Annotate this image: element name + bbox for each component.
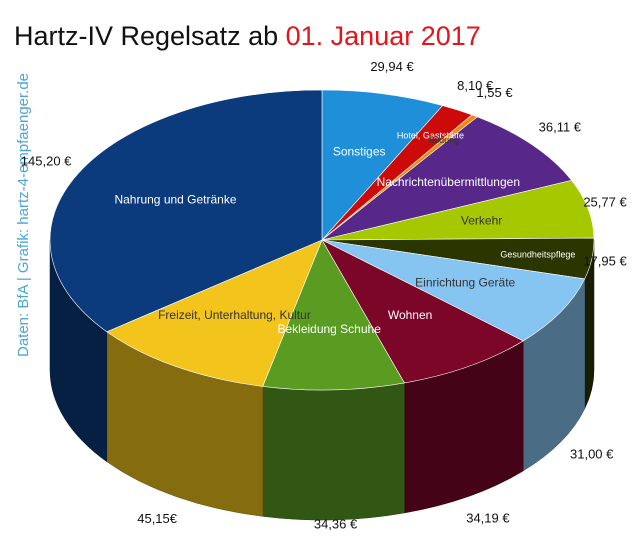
slice-side xyxy=(262,382,405,521)
value-label: 8,10 € xyxy=(457,78,494,93)
title-main: Hartz-IV Regelsatz ab xyxy=(14,21,278,51)
pie-tops xyxy=(49,89,595,391)
category-label: Verkehr xyxy=(461,213,502,227)
category-label: Gesundheitspflege xyxy=(500,249,575,259)
category-label: Wohnen xyxy=(388,308,432,322)
category-label: Nahrung und Getränke xyxy=(114,193,236,207)
chart-title: Hartz-IV Regelsatz ab 01. Januar 2017 xyxy=(14,21,481,51)
category-label: Bildung xyxy=(429,135,459,145)
value-label: 29,94 € xyxy=(370,59,414,74)
value-label: 34,19 € xyxy=(466,510,510,525)
pie-slice xyxy=(262,239,405,391)
value-label: 25,77 € xyxy=(583,194,627,209)
value-label: 34,36 € xyxy=(314,516,358,531)
source-note: Daten: BfA | Grafik: hartz-4-empfaenger.… xyxy=(15,73,32,357)
category-label: Hotel, Gaststätte xyxy=(397,130,464,140)
value-label: 36,11 € xyxy=(539,119,582,134)
pie-slice xyxy=(321,239,586,342)
pie-slice xyxy=(321,116,573,241)
pie-sides xyxy=(49,239,595,521)
title-date: 01. Januar 2017 xyxy=(286,21,481,51)
value-label: 17,95 € xyxy=(583,253,627,268)
category-label: Nachrichtenübermittlungen xyxy=(377,175,520,189)
value-label: 45,15€ xyxy=(137,511,178,526)
category-label: Bekleidung Schuhe xyxy=(277,322,381,336)
value-label: 145,20 € xyxy=(21,153,72,168)
pie-labels: Sonstiges 29,94 € Hotel, Gaststätte 8,10 € B… xyxy=(21,59,628,531)
value-label: 1,55 € xyxy=(476,85,513,100)
pie-slice xyxy=(321,239,524,384)
category-label: Freizeit, Unterhaltung, Kultur xyxy=(158,308,311,322)
pie-slice xyxy=(106,239,323,387)
category-label: Einrichtung Geräte xyxy=(415,275,515,289)
value-label: 31,00 € xyxy=(570,446,614,461)
category-label: Sonstiges xyxy=(333,145,386,159)
pie-slice xyxy=(321,89,444,241)
pie-slice xyxy=(49,89,323,333)
